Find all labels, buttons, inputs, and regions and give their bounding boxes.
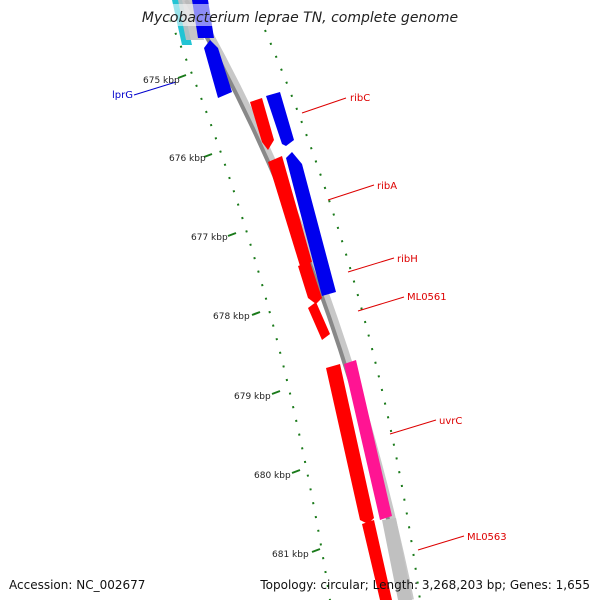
- ribA-connector: [327, 184, 375, 201]
- tick-labels: 675 kbp 676 kbp 677 kbp 678 kbp 679 kbp …: [143, 76, 309, 560]
- uvrC-connector: [389, 419, 437, 435]
- gene-ribH-red[interactable]: [298, 262, 322, 304]
- major-tick: [251, 311, 261, 316]
- gene-lprG[interactable]: [204, 40, 232, 98]
- tick-label: 680 kbp: [254, 471, 291, 481]
- outer-tick-track: [264, 29, 421, 600]
- major-tick: [203, 153, 213, 158]
- gene-label-uvrC[interactable]: uvrC: [439, 416, 462, 427]
- ribH-connector: [347, 257, 395, 273]
- gene-label-ML0561[interactable]: ML0561: [407, 292, 447, 303]
- gene-label-lprG[interactable]: lprG: [112, 90, 133, 101]
- gene-ribC-blue[interactable]: [266, 92, 294, 146]
- ribC-connector: [301, 97, 347, 114]
- gene-label-ribA[interactable]: ribA: [377, 181, 397, 192]
- lprG-connector: [133, 81, 177, 96]
- tick-label: 677 kbp: [191, 233, 228, 243]
- gene-label-ribH[interactable]: ribH: [397, 254, 418, 265]
- gene-ML0561-red[interactable]: [308, 302, 330, 340]
- major-tick: [177, 74, 187, 79]
- major-tick: [291, 469, 301, 474]
- major-tick: [271, 390, 281, 395]
- gene-ribA-red[interactable]: [268, 156, 312, 266]
- map-title: Mycobacterium leprae TN, complete genome: [142, 10, 458, 26]
- gene-uvrC-red[interactable]: [326, 364, 374, 524]
- tick-label: 678 kbp: [213, 312, 250, 322]
- ML0561-connector: [357, 296, 405, 312]
- gene-ribA-blue[interactable]: [286, 152, 336, 296]
- tick-label: 679 kbp: [234, 392, 271, 402]
- major-tick: [311, 548, 321, 553]
- accession-text: Accession: NC_002677: [9, 578, 146, 592]
- major-tick: [227, 232, 237, 237]
- ML0563-connector: [417, 535, 465, 551]
- gene-labels: lprG ribC ribA ribH ML0561 uvrC ML0563: [112, 81, 507, 551]
- gene-uvrC-magenta[interactable]: [344, 360, 392, 520]
- gene-label-ML0563[interactable]: ML0563: [467, 532, 507, 543]
- title-banner: [140, 4, 460, 26]
- gene-label-ribC[interactable]: ribC: [350, 93, 370, 104]
- gene-features: [172, 0, 412, 600]
- tick-label: 676 kbp: [169, 154, 206, 164]
- tick-marks: [177, 74, 321, 553]
- genome-summary-text: Topology: circular; Length: 3,268,203 bp…: [260, 578, 590, 592]
- tick-label: 681 kbp: [272, 550, 309, 560]
- gene-ribC-red[interactable]: [250, 98, 274, 150]
- gene-bottom-red[interactable]: [362, 520, 392, 600]
- gene-ML0563-gray[interactable]: [382, 518, 412, 600]
- tick-label: 675 kbp: [143, 76, 180, 86]
